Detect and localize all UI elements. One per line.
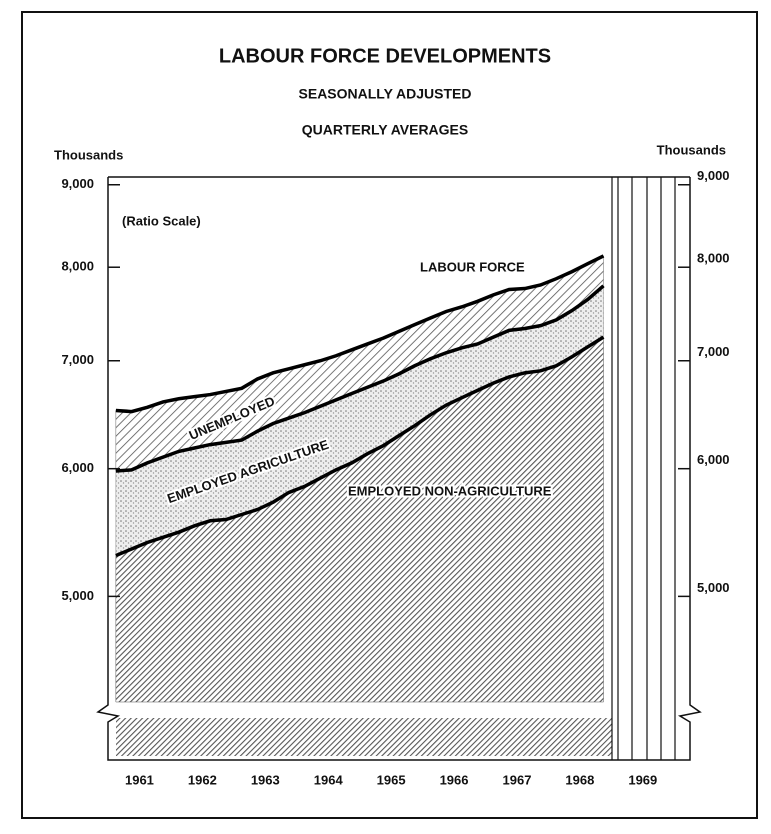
boundary-line [115,284,605,473]
x-tick-label: 1962 [188,772,217,787]
subtitle: QUARTERLY AVERAGES [302,122,468,138]
y2-tick-label: 6,000 [697,452,730,467]
chart-title: LABOUR FORCE DEVELOPMENTS [219,45,551,67]
y2-axis-label: Thousands [657,142,726,157]
x-tick-label: 1969 [628,772,657,787]
y-tick-label: 6,000 [61,460,94,475]
y-tick-label: 8,000 [61,259,94,274]
y-tick-label: 9,000 [61,176,94,191]
y2-tick-label: 5,000 [697,580,730,595]
x-tick-label: 1966 [440,772,469,787]
axis-break-strip [116,718,612,756]
x-tick-label: 1961 [125,772,154,787]
y-axis-label: Thousands [54,147,123,162]
area-label: EMPLOYED NON-AGRICULTURE [348,483,552,498]
total-label: LABOUR FORCE [420,259,525,274]
subtitle: SEASONALLY ADJUSTED [299,86,472,102]
y2-tick-label: 9,000 [697,168,730,183]
x-tick-label: 1968 [565,772,594,787]
axes [96,176,702,761]
x-tick-label: 1964 [314,772,344,787]
projection-columns [611,177,676,760]
x-tick-label: 1963 [251,772,280,787]
x-tick-label: 1965 [377,772,406,787]
y-tick-label: 7,000 [61,352,94,367]
y2-tick-label: 8,000 [697,251,730,266]
boundary-line [115,254,605,414]
x-tick-label: 1967 [503,772,532,787]
y-tick-label: 5,000 [61,588,94,603]
boundary-line [115,335,605,558]
y2-tick-label: 7,000 [697,344,730,359]
outer-frame [21,11,758,819]
scale-note: (Ratio Scale) [122,213,201,228]
